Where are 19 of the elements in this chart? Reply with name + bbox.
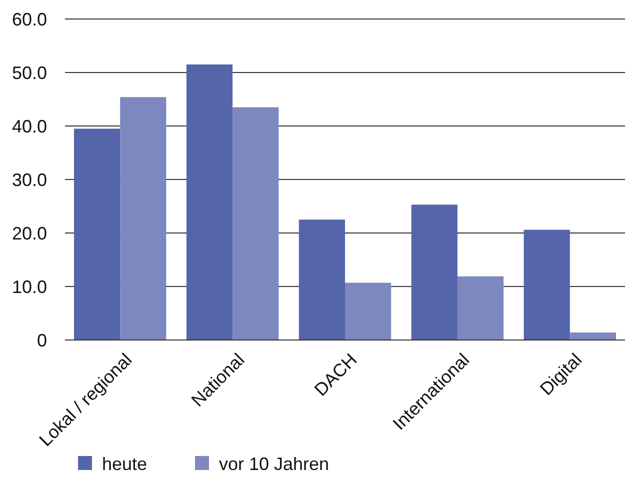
y-tick-label: 40.0 [12,116,47,136]
bar [74,128,120,340]
y-tick-label: 20.0 [12,223,47,244]
bar [232,107,279,340]
legend-label: heute [102,454,148,474]
bar [411,204,458,340]
bar [570,332,616,340]
y-tick-label: 10.0 [12,276,47,297]
bar [186,64,233,340]
y-tick-label: 50.0 [12,62,47,83]
bar [120,97,166,340]
y-tick-label: 60.0 [12,9,47,30]
y-tick-label: 30.0 [12,170,47,190]
bar [298,220,345,340]
legend-label: vor 10 Jahren [219,454,330,474]
y-tick-label: 0 [36,330,47,350]
bar [524,230,570,340]
bar [457,276,504,340]
bar [345,282,392,340]
